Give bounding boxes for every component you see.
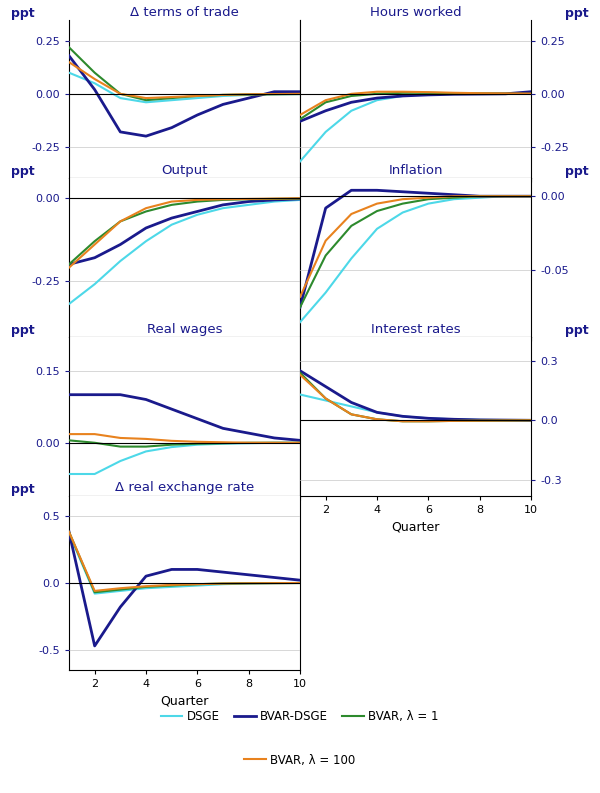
Legend: DSGE, BVAR-DSGE, BVAR, λ = 1: DSGE, BVAR-DSGE, BVAR, λ = 1 xyxy=(157,705,443,728)
Title: Hours worked: Hours worked xyxy=(370,6,461,19)
Title: Δ terms of trade: Δ terms of trade xyxy=(130,6,239,19)
Title: Interest rates: Interest rates xyxy=(371,323,460,336)
X-axis label: Quarter: Quarter xyxy=(391,520,440,533)
Text: ppt: ppt xyxy=(11,324,35,337)
Text: ppt: ppt xyxy=(11,483,35,496)
Title: Δ real exchange rate: Δ real exchange rate xyxy=(115,481,254,495)
Text: ppt: ppt xyxy=(565,7,589,20)
X-axis label: Quarter: Quarter xyxy=(160,695,209,707)
Title: Inflation: Inflation xyxy=(388,164,443,178)
Text: ppt: ppt xyxy=(11,166,35,178)
Legend: BVAR, λ = 100: BVAR, λ = 100 xyxy=(239,749,361,772)
Title: Real wages: Real wages xyxy=(147,323,222,336)
Text: ppt: ppt xyxy=(565,324,589,337)
Text: ppt: ppt xyxy=(565,166,589,178)
Text: ppt: ppt xyxy=(11,7,35,20)
Title: Output: Output xyxy=(161,164,208,178)
